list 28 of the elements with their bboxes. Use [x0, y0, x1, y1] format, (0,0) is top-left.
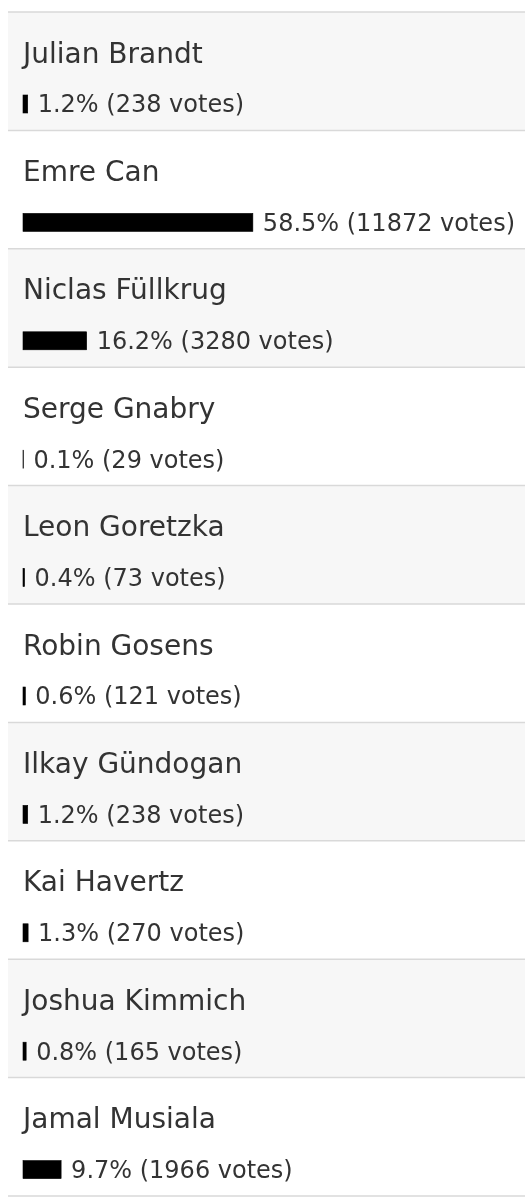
y-tick-label: Robin Gosens — [23, 628, 214, 662]
y-tick-label: Emre Can — [23, 154, 160, 188]
bar — [22, 1041, 27, 1061]
data-label: 16.2% (3280 votes) — [96, 327, 334, 356]
y-tick-label: Joshua Kimmich — [21, 983, 247, 1017]
y-tick-label: Serge Gnabry — [23, 391, 216, 425]
y-tick-label: Julian Brandt — [21, 36, 203, 70]
bar — [22, 1160, 62, 1179]
bar — [22, 923, 29, 943]
data-label: 0.1% (29 votes) — [33, 445, 225, 474]
data-label: 1.2% (238 votes) — [37, 90, 245, 119]
data-label: 58.5% (11872 votes) — [262, 208, 515, 237]
data-label: 0.8% (165 votes) — [36, 1037, 243, 1066]
data-label: 9.7% (1966 votes) — [71, 1156, 293, 1184]
y-tick-label: Leon Goretzka — [23, 510, 225, 544]
y-tick-label: Ilkay Gündogan — [23, 746, 243, 780]
data-label: 1.2% (238 votes) — [37, 800, 245, 829]
y-tick-label: Niclas Füllkrug — [23, 273, 227, 307]
y-tick-label: Kai Havertz — [23, 865, 184, 899]
bar — [22, 686, 26, 706]
data-label: 0.4% (73 votes) — [34, 564, 226, 592]
data-label: 1.3% (270 votes) — [38, 919, 245, 948]
bar — [22, 331, 87, 351]
data-label: 0.6% (121 votes) — [35, 682, 242, 711]
bar — [22, 213, 254, 232]
bar — [22, 805, 29, 824]
y-tick-label: Jamal Musiala — [21, 1102, 216, 1136]
bar — [22, 94, 29, 114]
